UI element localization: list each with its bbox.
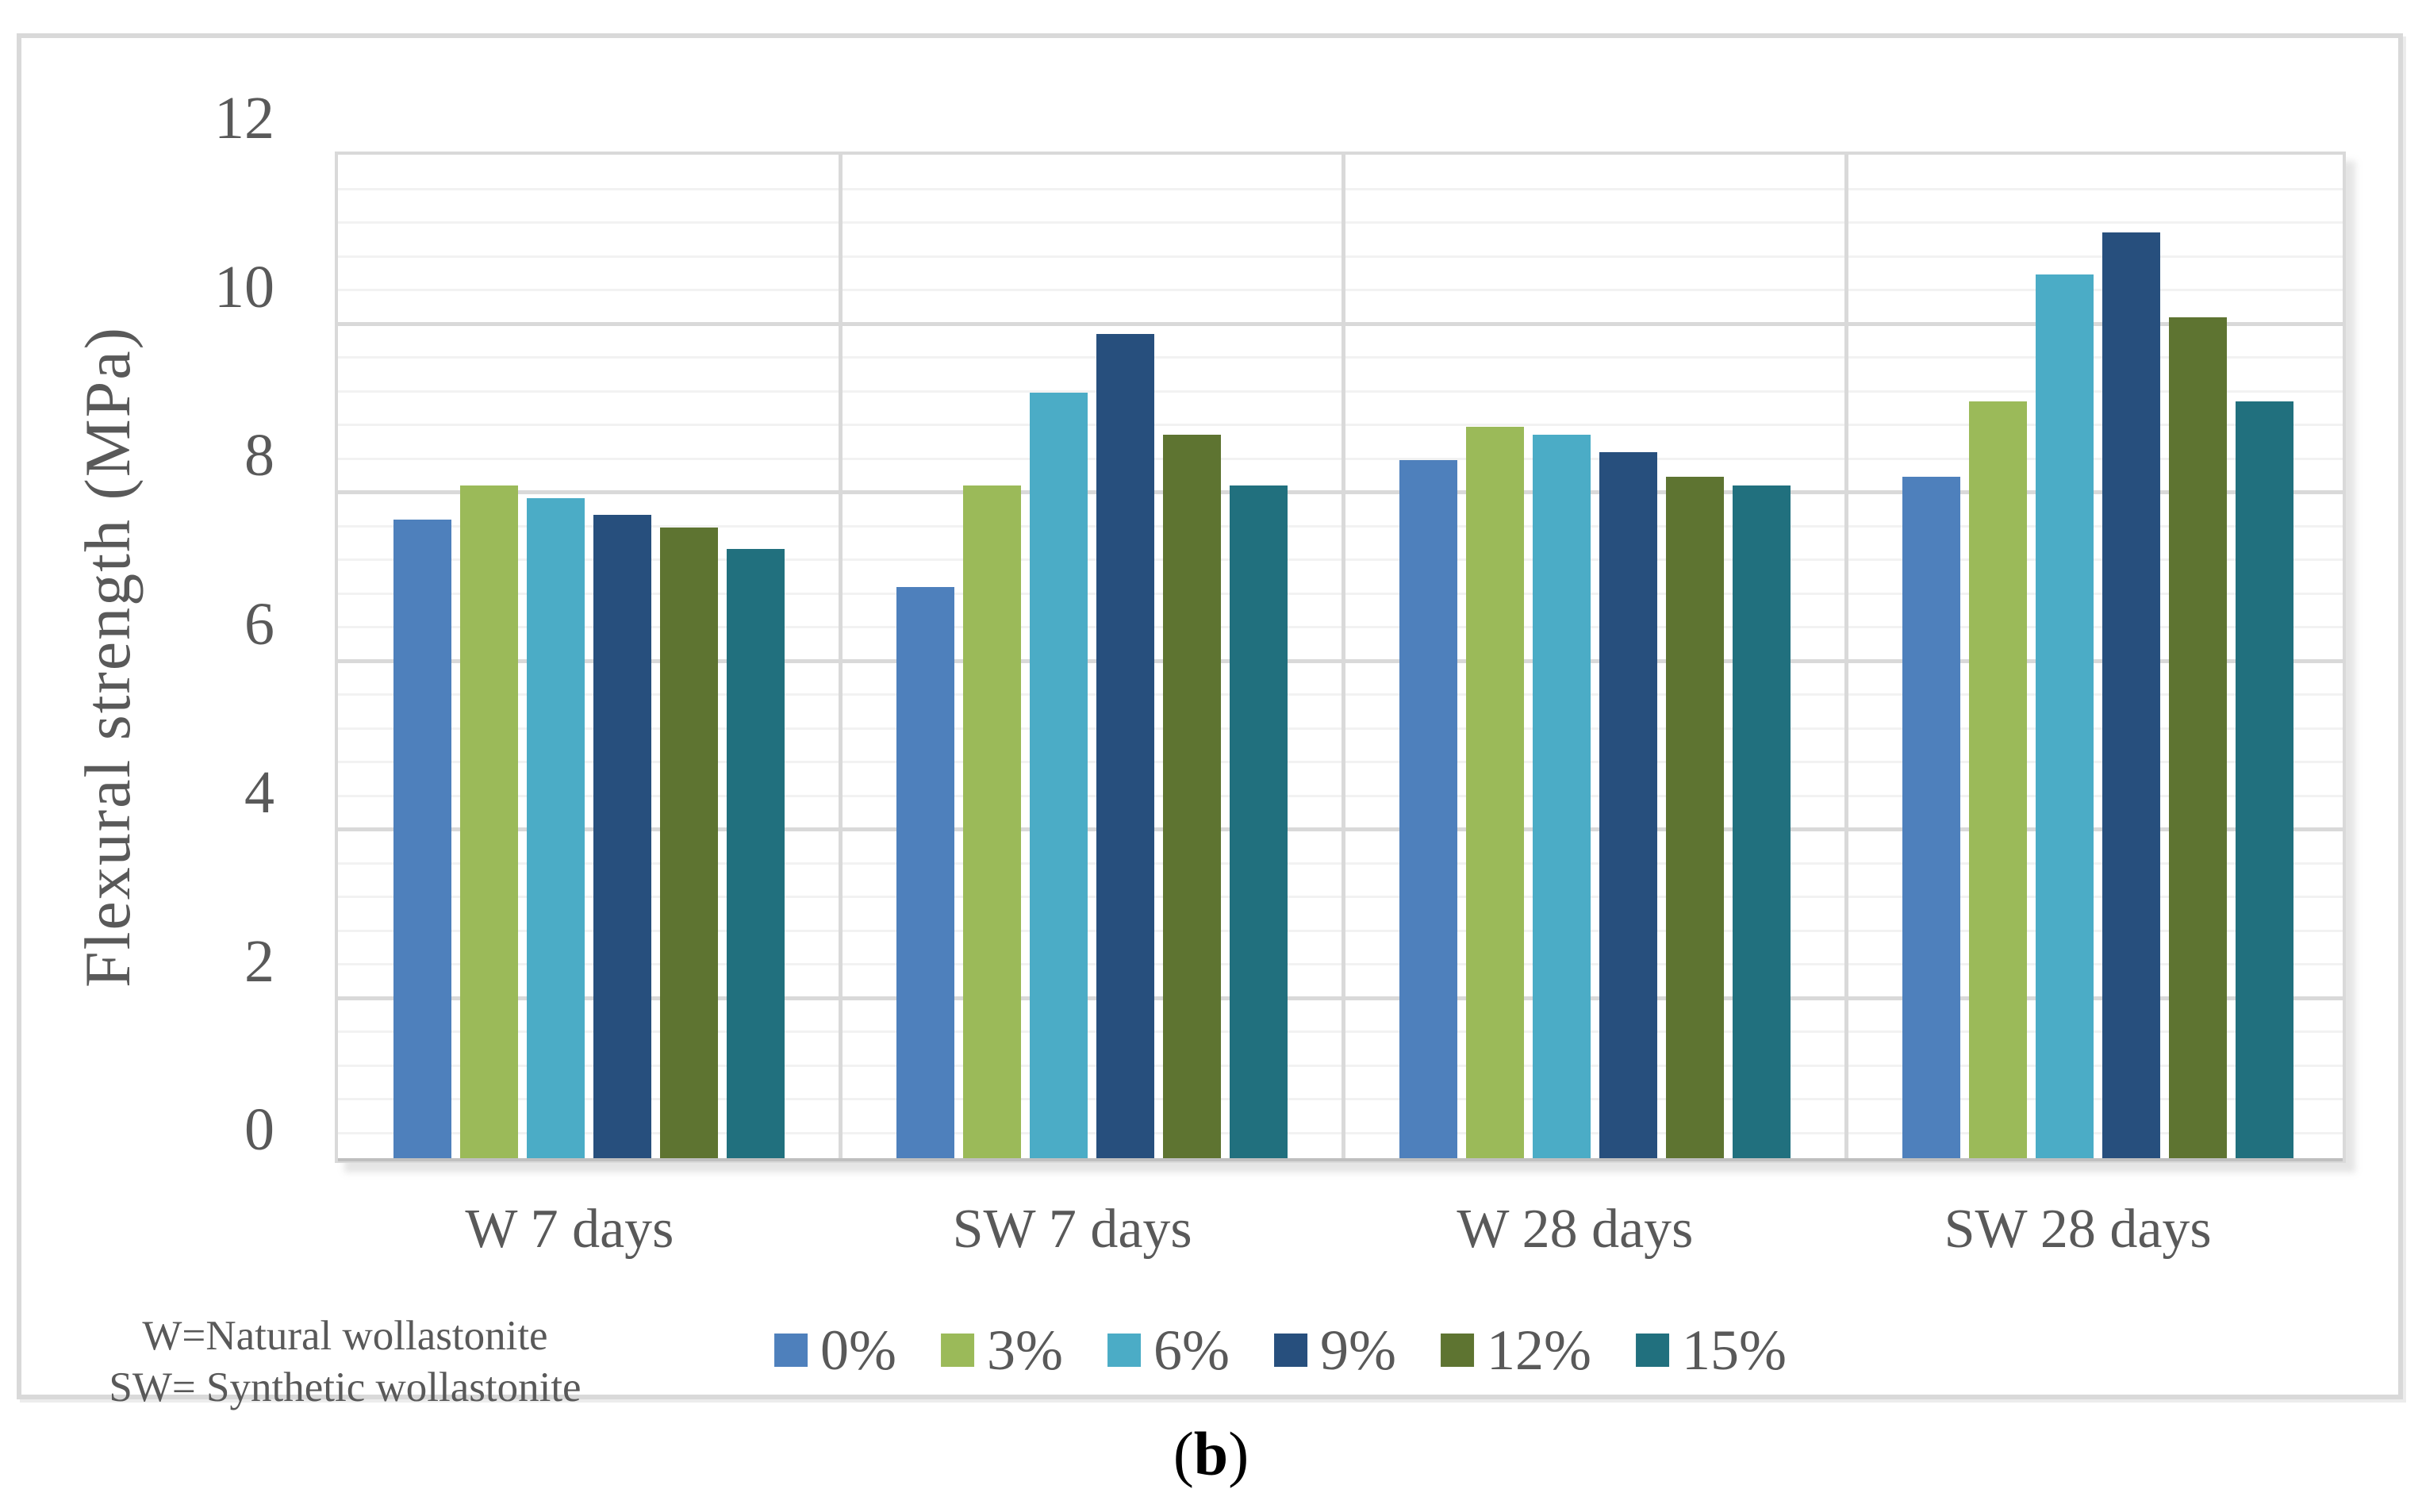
legend-label-15pct: 15% (1681, 1318, 1787, 1382)
chart-frame: Flexural strength (MPa) 0 2 4 6 8 10 12 W 7 da… (17, 33, 2403, 1410)
gridline-minor (338, 1030, 2343, 1033)
gridline-minor (338, 626, 2343, 628)
note-line-1: W=Natural wollastonite (142, 1313, 548, 1359)
plot-area (335, 152, 2346, 1163)
legend-label-6pct: 6% (1153, 1318, 1230, 1382)
y-tick-label-2: 2 (244, 927, 274, 995)
y-tick-label-8: 8 (244, 422, 274, 489)
gridline-minor (338, 457, 2343, 460)
gridline-minor (338, 1098, 2343, 1100)
gridline-minor (338, 727, 2343, 730)
gridline-minor (338, 929, 2343, 932)
bar-9pct-w-28-days (1599, 451, 1657, 1160)
bar-3pct-w-28-days (1465, 426, 1524, 1160)
bar-15pct-sw-7-days (1230, 485, 1288, 1160)
bar-12pct-sw-7-days (1163, 435, 1222, 1160)
legend-item-15pct: 15% (1635, 1318, 1787, 1382)
legend: 0% 3% 6% 9% 12% 15% (774, 1322, 1787, 1379)
gridline-minor (338, 592, 2343, 595)
note-line-2: SW= Synthetic wollastonite (109, 1364, 582, 1410)
gridline-minor (338, 896, 2343, 898)
bar-12pct-w-28-days (1665, 477, 1724, 1160)
caption-letter: b (1193, 1419, 1229, 1488)
gridline-major (338, 490, 2343, 494)
bar-3pct-w-7-days (460, 485, 519, 1160)
legend-item-6pct: 6% (1107, 1322, 1230, 1379)
gridline-major (338, 658, 2343, 663)
bar-9pct-sw-7-days (1096, 333, 1155, 1160)
gridline-major (338, 321, 2343, 326)
gridline-minor (338, 1064, 2343, 1067)
bar-0pct-w-28-days (1399, 460, 1457, 1160)
bar-6pct-w-7-days (527, 497, 585, 1160)
legend-label-3pct: 3% (987, 1318, 1064, 1382)
bar-9pct-w-7-days (593, 515, 652, 1160)
legend-swatch-0pct (774, 1334, 808, 1367)
gridline-minor (338, 794, 2343, 797)
bar-3pct-sw-28-days (1968, 401, 2027, 1160)
y-tick-label-12: 12 (214, 85, 274, 152)
x-category-label-w-28-days: W 28 days (1457, 1199, 1694, 1260)
x-category-label-sw-28-days: SW 28 days (1944, 1199, 2212, 1260)
legend-item-9pct: 9% (1274, 1322, 1396, 1379)
bar-15pct-w-28-days (1732, 485, 1791, 1160)
gridline-major (338, 827, 2343, 831)
y-tick-label-0: 0 (244, 1096, 274, 1163)
category-separator (1844, 155, 1848, 1160)
gridline-minor (338, 862, 2343, 865)
legend-swatch-15pct (1635, 1334, 1669, 1367)
gridline-minor (338, 187, 2343, 190)
legend-label-9pct: 9% (1320, 1318, 1396, 1382)
legend-swatch-6pct (1107, 1334, 1142, 1367)
legend-swatch-3pct (941, 1334, 975, 1367)
gridline-major (338, 996, 2343, 1000)
y-tick-label-6: 6 (244, 590, 274, 658)
x-axis-line (338, 1158, 2343, 1161)
category-separator (1342, 155, 1345, 1160)
caption-open-paren: ( (1173, 1419, 1194, 1488)
legend-swatch-12pct (1440, 1334, 1474, 1367)
gridline-minor (338, 693, 2343, 696)
gridline-minor (338, 255, 2343, 258)
bar-15pct-w-7-days (727, 548, 785, 1160)
bar-0pct-sw-28-days (1902, 477, 1960, 1160)
legend-swatch-9pct (1274, 1334, 1307, 1367)
bar-12pct-w-7-days (660, 528, 719, 1160)
bar-12pct-sw-28-days (2168, 317, 2227, 1160)
legend-item-3pct: 3% (941, 1322, 1063, 1379)
abbreviation-notes: W=Natural wollastonite SW= Synthetic wol… (91, 1311, 599, 1413)
legend-label-0pct: 0% (820, 1318, 897, 1382)
figure-caption: (b) (0, 1418, 2422, 1490)
legend-item-0pct: 0% (774, 1322, 896, 1379)
category-separator (839, 155, 843, 1160)
gridline-minor (338, 356, 2343, 359)
x-category-label-w-7-days: W 7 days (465, 1199, 674, 1260)
gridline-minor (338, 963, 2343, 965)
gridline-minor (338, 221, 2343, 224)
bar-15pct-sw-28-days (2235, 401, 2293, 1160)
y-tick-label-4: 4 (244, 759, 274, 826)
y-tick-label-10: 10 (214, 253, 274, 320)
gridline-minor (338, 1131, 2343, 1134)
gridline-minor (338, 558, 2343, 561)
bar-3pct-sw-7-days (963, 485, 1022, 1160)
bar-0pct-w-7-days (393, 519, 452, 1160)
bar-0pct-sw-7-days (896, 586, 955, 1160)
gridline-minor (338, 524, 2343, 528)
legend-label-12pct: 12% (1486, 1318, 1591, 1382)
legend-item-12pct: 12% (1440, 1318, 1591, 1382)
bar-6pct-sw-7-days (1030, 393, 1088, 1160)
x-category-label-sw-7-days: SW 7 days (952, 1199, 1192, 1260)
caption-close-paren: ) (1228, 1419, 1249, 1488)
gridline-minor (338, 424, 2343, 426)
bar-6pct-sw-28-days (2035, 274, 2094, 1160)
gridline-minor (338, 289, 2343, 291)
gridline-minor (338, 390, 2343, 393)
bar-6pct-w-28-days (1532, 435, 1591, 1160)
gridline-minor (338, 761, 2343, 763)
bar-9pct-sw-28-days (2101, 232, 2160, 1160)
